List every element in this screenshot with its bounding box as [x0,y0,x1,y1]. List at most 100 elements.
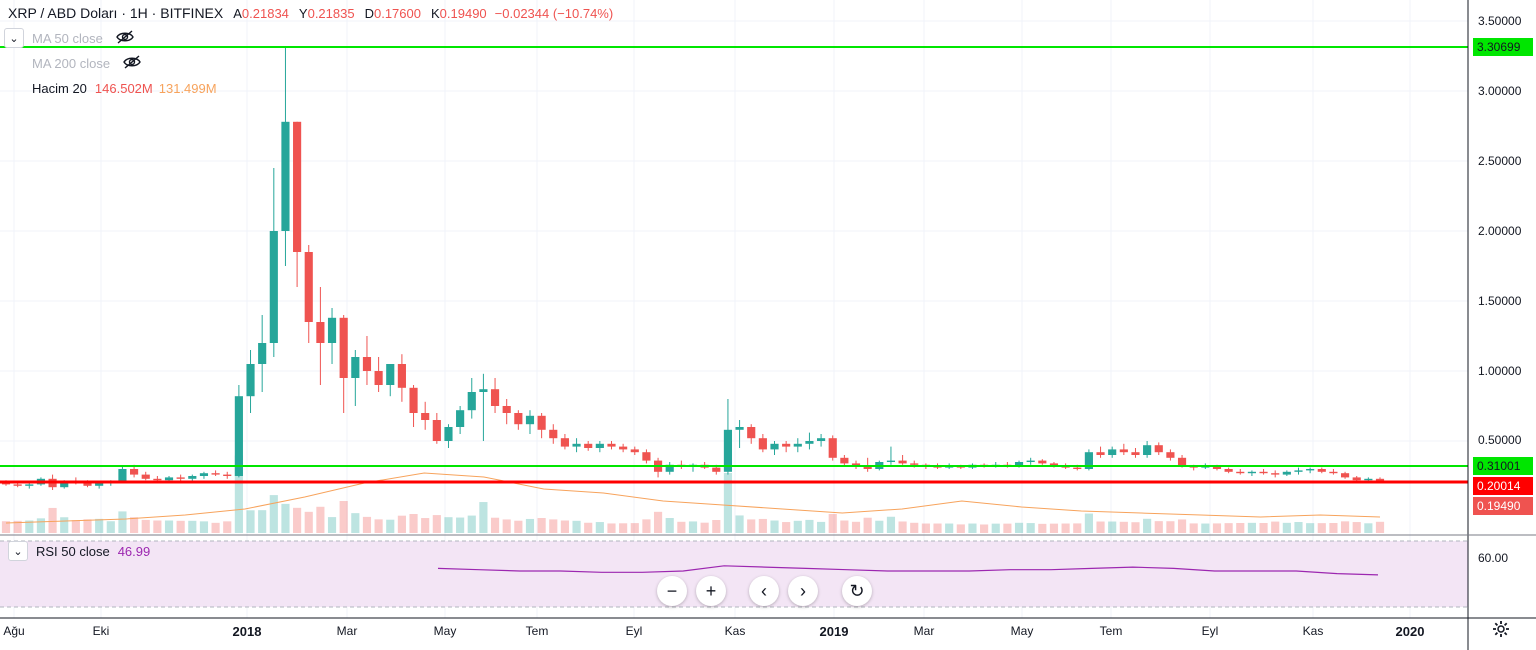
volume-bar [910,522,919,533]
volume-bar [1340,521,1350,533]
volume-bar [758,518,767,533]
volume-bar [595,522,604,533]
candle-body [1166,452,1175,458]
volume-bars [1,455,1385,533]
volume-value: 146.502M [94,81,153,96]
candle-body [234,396,243,476]
chevron-down-icon[interactable]: ⌄ [8,541,28,561]
candle-body [1073,467,1082,469]
candle-body [630,449,639,453]
candle-body [1096,452,1105,455]
volume-bar [316,506,325,533]
chevron-down-icon[interactable]: ⌄ [4,28,24,48]
candle-body [1154,445,1163,453]
candle-body [1352,477,1361,481]
volume-bar [1026,523,1035,533]
candle-body [1282,471,1291,475]
rsi-band [0,540,1468,608]
volume-bar [747,519,756,533]
volume-bar [1352,522,1361,533]
volume-bar [1224,523,1233,533]
time-tick-label: 2020 [1395,624,1425,639]
candle-body [269,231,278,343]
volume-bar [933,523,942,533]
volume-bar [211,522,220,533]
candle-body [886,460,896,462]
ohlc-close-value: 0.19490 [439,5,487,21]
volume-bar [549,519,558,533]
candle-body [141,474,150,479]
volume-bar [840,520,849,533]
ma50-legend[interactable]: ⌄ MA 50 close [4,28,135,48]
candle-body [95,483,104,486]
rsi-legend[interactable]: ⌄ RSI 50 close 46.99 [8,541,150,561]
price-tag-support: 0.31001 [1473,457,1533,475]
volume-legend[interactable]: Hacim 20 146.502M 131.499M [32,81,217,96]
reset-chart-button[interactable]: ↻ [842,576,872,606]
zoom-out-button[interactable]: − [657,576,687,606]
candle-body [1084,452,1093,469]
candle-body [199,473,209,476]
candle-body [339,317,348,378]
gear-icon[interactable] [1491,619,1511,639]
volume-bar [1143,518,1152,533]
candle-body [1014,462,1024,467]
ma50-label: MA 50 close [32,30,103,46]
candle-body [607,443,616,447]
candle-body [851,463,861,467]
rsi-value: 46.99 [117,543,151,559]
symbol-legend[interactable]: XRP / ABD Doları · 1H · BITFINEX A 0.2183… [8,5,613,21]
volume-bar [1212,523,1222,533]
scroll-left-button[interactable]: ‹ [749,576,779,606]
candle-body [1340,473,1350,478]
volume-bar [25,520,34,533]
candle-body [1212,466,1222,469]
eye-off-icon[interactable] [115,29,135,48]
volume-bar [304,511,313,533]
volume-bar [1236,523,1245,533]
volume-bar [1247,522,1256,533]
ohlc-low-key: D [364,5,374,21]
zoom-in-button[interactable]: + [696,576,726,606]
volume-bar [980,524,989,533]
volume-bar [386,519,395,533]
volume-bar [642,519,651,533]
candle-body [537,415,546,430]
time-tick-label: Eki [92,624,110,638]
symbol-title: XRP / ABD Doları · 1H · BITFINEX [8,5,224,21]
volume-bar [83,519,92,533]
candle-body [525,415,535,425]
volume-bar [1131,522,1140,533]
volume-bar [258,510,267,533]
time-tick-label: 2019 [819,624,849,639]
price-tick-label: 1.50000 [1478,294,1522,308]
volume-bar [502,519,511,533]
time-tick-label: Eyl [1201,624,1219,638]
volume-bar [584,522,593,533]
candle-body [1038,460,1047,464]
eye-off-icon[interactable] [122,54,142,73]
candle-body [164,477,174,481]
price-tick-label: 1.00000 [1478,364,1522,378]
horizontal-lines[interactable] [0,46,1468,484]
volume-bar [188,520,197,533]
rsi-path [437,565,1379,576]
volume-bar [607,523,616,533]
ma200-legend[interactable]: MA 200 close [32,54,142,73]
ohlc-high-key: Y [298,5,308,21]
volume-label: Hacim 20 [32,81,87,96]
volume-bar [293,507,302,533]
volume-bar [1282,522,1291,533]
volume-bar [828,514,837,533]
scroll-right-button[interactable]: › [788,576,818,606]
candle-body [1177,457,1187,467]
volume-bar [700,522,709,533]
volume-bar [1306,523,1315,533]
candle-body [13,484,22,486]
volume-bar [153,520,162,533]
candle-body [723,429,733,472]
candle-body [1049,463,1059,467]
volume-bar [1096,521,1105,533]
candle-body [1271,473,1280,475]
